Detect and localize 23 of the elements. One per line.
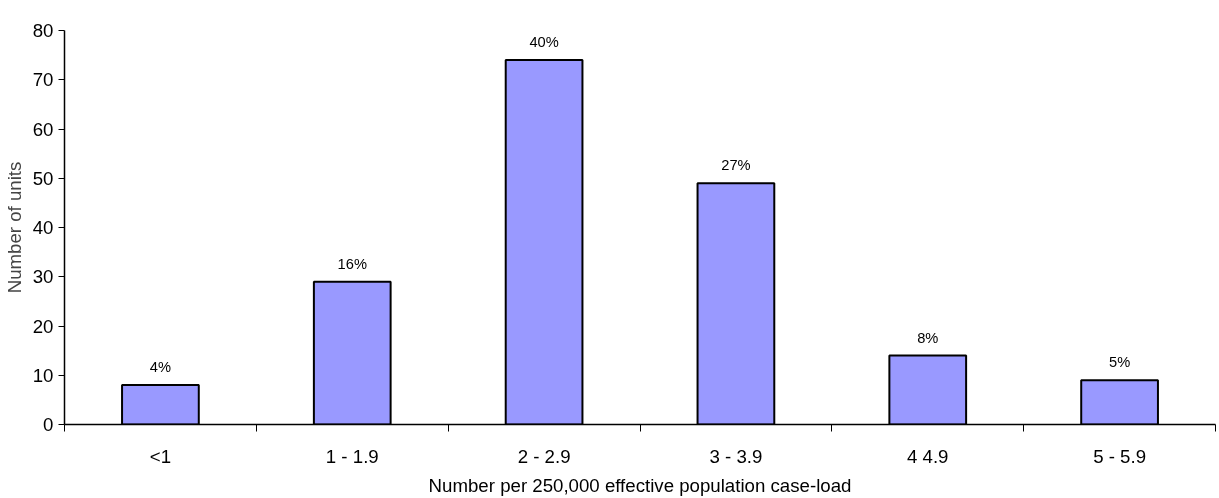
annotation: 5% [1108,354,1131,371]
y-tick-label: 0 [43,414,54,435]
annotation: 40% [529,34,559,51]
annotation: 27% [721,157,751,174]
annotation: 16% [337,255,367,272]
x-tick-label: 5 - 5.9 [1093,445,1147,467]
y-tick-label: 70 [32,69,54,91]
annotation: 8% [917,329,939,346]
x-tick-label: 2 - 2.9 [517,445,571,467]
x-tick-label: 4 4.9 [907,445,949,467]
y-tick-label: 40 [32,217,54,238]
x-tick-label: 1 - 1.9 [325,445,379,467]
x-tick-label: <1 [149,445,172,467]
y-tick-label: 30 [32,266,54,288]
y-axis-title: Number of units [3,161,25,294]
y-tick-label: 80 [32,20,54,41]
annotation: 4% [149,359,172,376]
y-tick-label: 50 [32,167,54,189]
y-tick-label: 20 [32,315,54,337]
y-tick-label: 10 [32,364,54,386]
x-tick-label: 3 - 3.9 [709,445,763,467]
y-tick-label: 60 [32,118,54,140]
x-axis-title: Number per 250,000 effective population case-load [428,474,852,496]
